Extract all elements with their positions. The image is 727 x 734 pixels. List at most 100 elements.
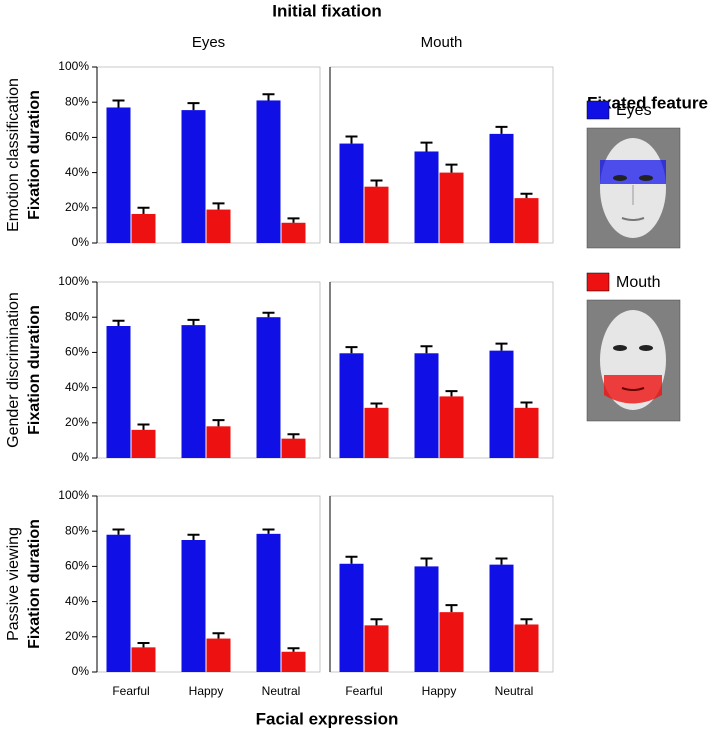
error-bar <box>187 102 200 111</box>
y-tick-label: 100% <box>58 59 89 73</box>
bar <box>339 143 364 243</box>
y-tick-label: 0% <box>72 235 90 249</box>
figure-title: Initial fixation <box>272 1 382 20</box>
error-bar <box>137 641 150 648</box>
error-bar <box>112 528 125 535</box>
error-bar <box>262 93 275 101</box>
bar <box>206 426 231 458</box>
error-bar <box>137 423 150 430</box>
x-tick-label: Neutral <box>262 684 301 698</box>
error-bar <box>445 604 458 613</box>
bar <box>514 624 539 672</box>
legend-label: Mouth <box>616 274 660 291</box>
bar <box>364 407 389 458</box>
face-mouth <box>586 299 681 422</box>
bar <box>106 107 131 243</box>
bar <box>206 209 231 243</box>
y-tick-label: 20% <box>65 415 89 429</box>
y-tick-label: 100% <box>58 274 89 288</box>
y-tick-label: 40% <box>65 380 89 394</box>
error-bar <box>112 319 125 326</box>
row-label: Passive viewing <box>5 527 22 641</box>
bar <box>256 100 281 243</box>
y-axis-label: Fixation duration <box>26 519 43 649</box>
bar <box>514 198 539 243</box>
bar <box>364 625 389 672</box>
y-tick-label: 60% <box>65 345 89 359</box>
error-bar <box>187 318 200 326</box>
error-bar <box>420 345 433 354</box>
error-bar <box>445 163 458 173</box>
bar <box>364 186 389 243</box>
bar <box>439 612 464 672</box>
error-bar <box>187 533 200 540</box>
y-axis-label: Fixation duration <box>26 305 43 435</box>
bar <box>489 564 514 672</box>
error-bar <box>137 206 150 214</box>
bar <box>339 563 364 672</box>
panel-title: Eyes <box>192 34 225 51</box>
bar <box>281 651 306 672</box>
y-tick-label: 40% <box>65 165 89 179</box>
x-tick-label: Fearful <box>345 684 382 698</box>
error-bar <box>345 346 358 354</box>
y-tick-label: 0% <box>72 664 90 678</box>
bar <box>489 350 514 458</box>
error-bar <box>520 401 533 408</box>
error-bar <box>520 618 533 625</box>
y-tick-label: 40% <box>65 594 89 608</box>
bar <box>514 407 539 458</box>
y-tick-label: 20% <box>65 200 89 214</box>
error-bar <box>370 402 383 408</box>
legend-label: Eyes <box>616 102 652 119</box>
bar <box>414 566 439 672</box>
x-axis-label: Facial expression <box>256 709 399 728</box>
error-bar <box>520 192 533 199</box>
panel-title: Mouth <box>421 34 463 51</box>
bar <box>106 534 131 672</box>
error-bar <box>445 390 458 397</box>
y-tick-label: 60% <box>65 130 89 144</box>
bar <box>414 353 439 458</box>
y-axis-label: Fixation duration <box>26 90 43 220</box>
error-bar <box>287 647 300 652</box>
bar <box>281 222 306 243</box>
error-bar <box>370 618 383 626</box>
bar <box>256 533 281 672</box>
bar <box>181 110 206 244</box>
y-tick-label: 80% <box>65 523 89 537</box>
face-eyes <box>586 127 681 249</box>
bar <box>256 317 281 458</box>
y-tick-label: 60% <box>65 559 89 573</box>
error-bar <box>262 528 275 534</box>
x-tick-label: Neutral <box>495 684 534 698</box>
x-tick-label: Happy <box>422 684 457 698</box>
y-tick-label: 0% <box>72 450 90 464</box>
error-bar <box>495 557 508 565</box>
legend-swatch <box>586 272 610 292</box>
bar <box>206 638 231 672</box>
bar <box>131 213 156 243</box>
bar <box>281 438 306 458</box>
error-bar <box>287 433 300 439</box>
bar <box>131 647 156 672</box>
bar <box>414 151 439 243</box>
legend-title: Fixated feature <box>587 93 708 112</box>
y-tick-label: 20% <box>65 629 89 643</box>
bar <box>131 429 156 458</box>
bar <box>181 540 206 672</box>
error-bar <box>420 141 433 152</box>
error-bar <box>345 555 358 564</box>
x-tick-label: Happy <box>189 684 224 698</box>
bar <box>439 172 464 243</box>
legend-swatch <box>586 100 610 120</box>
error-bar <box>262 311 275 318</box>
row-label: Emotion classification <box>5 78 22 232</box>
error-bar <box>112 99 125 108</box>
y-tick-label: 100% <box>58 488 89 502</box>
error-bar <box>420 557 433 567</box>
error-bar <box>495 125 508 134</box>
y-tick-label: 80% <box>65 309 89 323</box>
row-label: Gender discrimination <box>5 292 22 448</box>
